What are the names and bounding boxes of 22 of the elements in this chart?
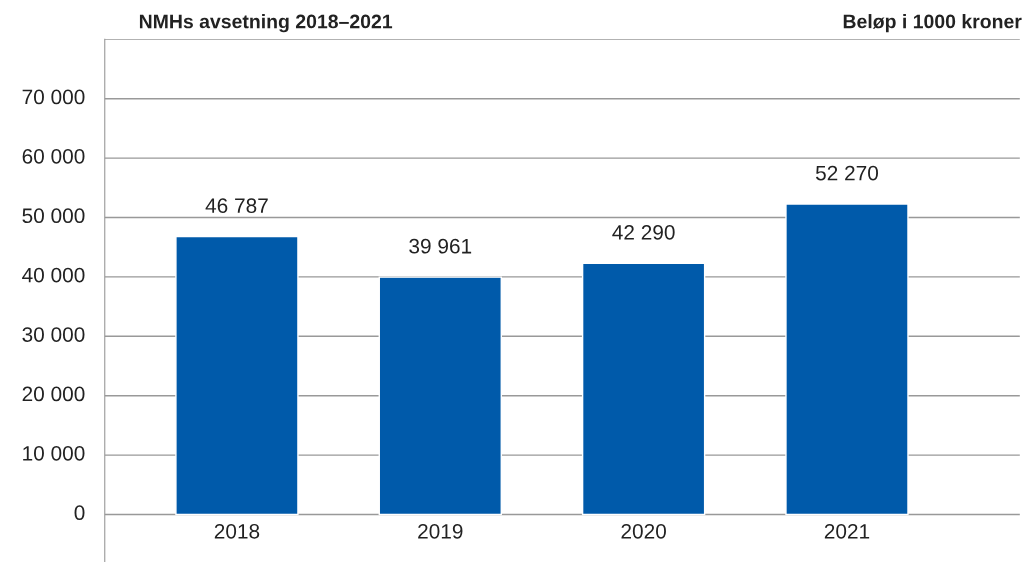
data-label: 46 787 (205, 198, 268, 214)
y-tick-label: 60 000 (22, 148, 85, 164)
x-tick-label: 2021 (824, 523, 870, 539)
y-tick-label: 20 000 (22, 386, 85, 402)
y-tick-label: 10 000 (23, 445, 85, 461)
bar (785, 203, 909, 516)
x-tick-label: 2018 (214, 523, 260, 539)
y-tick-label: 30 000 (22, 327, 85, 342)
data-label: 52 270 (815, 165, 879, 181)
chart-title: NMHs avsetning 2018–2021 (139, 14, 393, 33)
bar (175, 235, 299, 516)
x-tick-label: 2019 (418, 523, 463, 539)
data-label: 39 961 (409, 238, 472, 254)
y-tick-label: 50 000 (22, 208, 85, 224)
x-tick-label: 2020 (621, 523, 666, 539)
y-tick-label: 70 000 (22, 89, 85, 105)
bar (581, 262, 706, 516)
y-tick-label: 0 (74, 505, 85, 521)
chart-subtitle: Beløp i 1000 kroner (843, 14, 1022, 33)
bar (378, 276, 502, 516)
y-tick-label: 40 000 (22, 267, 85, 283)
data-label: 42 290 (612, 225, 675, 240)
